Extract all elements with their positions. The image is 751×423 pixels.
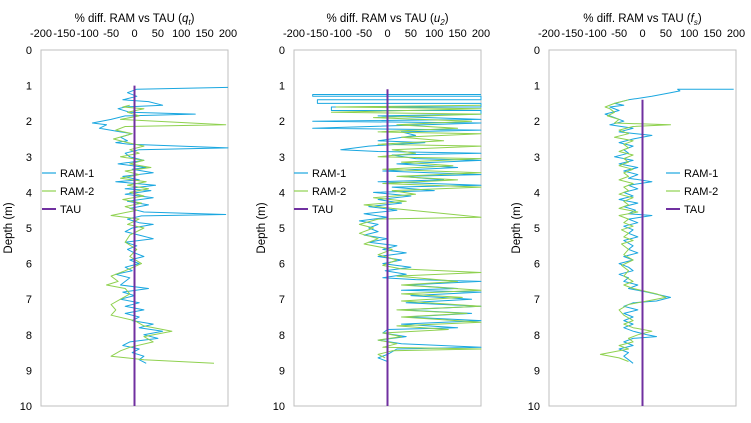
y-tick-label: 5 [534,223,540,235]
x-tick-label: 150 [195,28,213,40]
x-tick-label: 150 [703,28,721,40]
y-tick-label: 10 [273,401,285,413]
y-tick-label: 9 [534,365,540,377]
series-line-ram-2 [330,104,482,359]
x-tick-label: -150 [53,28,75,40]
x-tick-label: -100 [77,28,99,40]
x-tick-label: 50 [405,28,417,40]
y-tick-label: 9 [26,365,32,377]
y-tick-label: 0 [279,45,285,57]
legend-entry: RAM-1 [60,168,94,180]
legend-entry: RAM-2 [60,186,94,198]
y-tick-label: 3 [279,152,285,164]
y-tick-label: 2 [534,116,540,128]
y-axis-label: Depth (m) [511,202,523,253]
x-tick-label: 50 [660,28,672,40]
x-tick-label: 200 [472,28,490,40]
series-line-ram-1 [91,86,229,364]
legend: RAM-1 RAM-2 TAU [294,168,346,216]
y-tick-label: 10 [20,401,32,413]
x-tick-label: -50 [356,28,372,40]
x-tick-label: 100 [172,28,190,40]
y-tick-label: 5 [26,223,32,235]
y-tick-label: 4 [534,187,540,199]
x-tick-label: 100 [680,28,698,40]
legend-entry: RAM-1 [312,168,346,180]
legend-entry: TAU [60,204,81,216]
x-tick-label: 0 [639,28,645,40]
x-tick-label: 200 [219,28,237,40]
y-axis-label: Depth (m) [3,202,15,253]
x-tick-label: 100 [425,28,443,40]
y-tick-label: 6 [279,259,285,271]
series-line-ram-2 [106,104,227,364]
y-tick-label: 4 [279,187,285,199]
y-tick-label: 9 [279,365,285,377]
chart-panel-2: % diff. RAM vs TAU (u2) -200 -150 -100 -50 0 5… [256,13,490,413]
chart-panel-1: % diff. RAM vs TAU (qt) -200 -150 -100 -50 0 5… [3,13,237,413]
y-tick-label: 3 [26,152,32,164]
y-tick-label: 5 [279,223,285,235]
x-tick-label: 200 [727,28,745,40]
y-tick-label: 1 [534,81,540,93]
x-tick-label: 0 [131,28,137,40]
x-tick-label: -100 [330,28,352,40]
y-tick-label: 1 [279,81,285,93]
y-axis-label: Depth (m) [256,202,268,253]
legend-entry: RAM-1 [684,168,718,180]
series-line-ram-2 [599,99,671,362]
x-tick-label: 150 [448,28,466,40]
chart-title: % diff. RAM vs TAU (qt) [75,13,195,27]
y-tick-label: 10 [528,401,540,413]
y-tick-label: 3 [534,152,540,164]
y-tick-label: 8 [279,330,285,342]
legend-entry: RAM-2 [312,186,346,198]
x-tick-label: -200 [538,28,560,40]
legend-entry: TAU [684,204,705,216]
x-tick-label: -200 [283,28,305,40]
y-tick-label: 0 [26,45,32,57]
y-tick-label: 1 [26,81,32,93]
legend-entry: RAM-2 [684,186,718,198]
y-tick-label: 8 [26,330,32,342]
y-tick-label: 4 [26,187,32,199]
x-tick-label: -50 [611,28,627,40]
y-tick-label: 8 [534,330,540,342]
y-tick-label: 6 [26,259,32,271]
y-tick-label: 2 [279,116,285,128]
x-tick-label: -150 [306,28,328,40]
y-tick-label: 0 [534,45,540,57]
x-tick-label: -150 [561,28,583,40]
series-line-ram-1 [604,88,734,364]
x-tick-label: -50 [103,28,119,40]
y-tick-label: 7 [26,294,32,306]
x-tick-label: 50 [152,28,164,40]
x-tick-label: -100 [585,28,607,40]
y-tick-label: 6 [534,259,540,271]
legend-entry: TAU [312,204,333,216]
y-tick-label: 7 [534,294,540,306]
chart-title: % diff. RAM vs TAU (u2) [326,13,448,27]
legend: RAM-1 RAM-2 TAU [42,168,94,216]
chart-title: % diff. RAM vs TAU (fs) [583,13,702,27]
x-tick-label: -200 [30,28,52,40]
y-tick-label: 2 [26,116,32,128]
x-tick-label: 0 [384,28,390,40]
legend: RAM-1 RAM-2 TAU [666,168,718,216]
y-tick-label: 7 [279,294,285,306]
chart-panel-3: % diff. RAM vs TAU (fs) -200 -150 -100 -50 0 5… [511,13,745,413]
